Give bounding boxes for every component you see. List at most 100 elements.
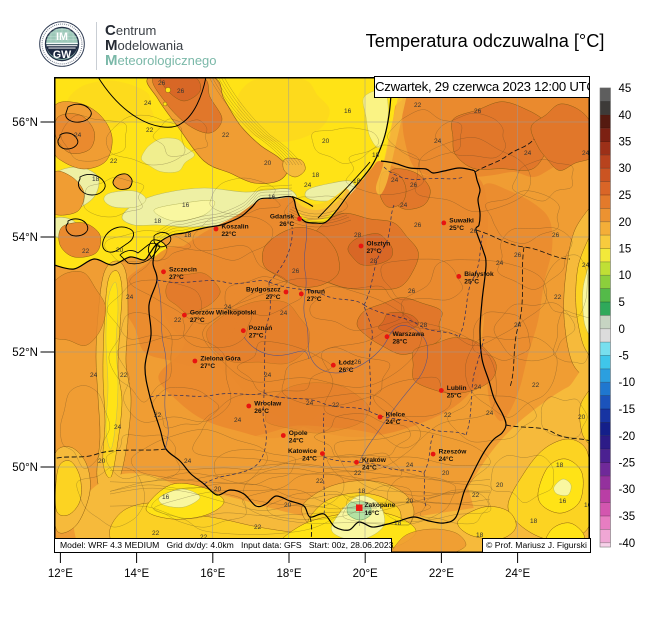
svg-text:-15: -15: [619, 404, 636, 416]
svg-text:26: 26: [552, 232, 560, 239]
svg-text:24: 24: [486, 410, 494, 417]
svg-text:22: 22: [532, 382, 540, 389]
svg-text:24: 24: [74, 132, 82, 139]
svg-text:22°C: 22°C: [222, 230, 237, 238]
svg-text:20: 20: [619, 217, 632, 229]
svg-text:24: 24: [524, 150, 532, 157]
svg-text:Opole: Opole: [289, 430, 308, 437]
svg-text:22: 22: [444, 412, 452, 419]
svg-text:14°E: 14°E: [124, 568, 149, 580]
svg-text:27°C: 27°C: [190, 316, 205, 324]
svg-text:26: 26: [158, 80, 166, 87]
svg-text:28: 28: [370, 258, 378, 265]
svg-text:54°N: 54°N: [12, 232, 38, 244]
svg-text:16: 16: [182, 202, 190, 209]
svg-text:20: 20: [578, 414, 586, 421]
svg-text:24: 24: [144, 100, 152, 107]
svg-text:Zielona Góra: Zielona Góra: [200, 356, 241, 363]
svg-text:28°C: 28°C: [393, 338, 408, 346]
svg-text:Kielce: Kielce: [386, 412, 406, 419]
svg-text:24: 24: [234, 417, 242, 424]
svg-text:18: 18: [184, 232, 192, 239]
svg-text:22: 22: [472, 492, 480, 499]
svg-text:20: 20: [442, 470, 450, 477]
svg-text:24°C: 24°C: [289, 437, 304, 445]
svg-text:16: 16: [559, 498, 567, 505]
svg-text:Rzeszów: Rzeszów: [439, 449, 468, 456]
svg-text:16°C: 16°C: [365, 509, 380, 517]
svg-text:16°E: 16°E: [200, 568, 225, 580]
svg-text:22: 22: [222, 132, 230, 139]
svg-text:Gorzów Wielkopolski: Gorzów Wielkopolski: [190, 310, 256, 317]
svg-text:22: 22: [174, 317, 182, 324]
svg-text:24: 24: [280, 310, 288, 317]
svg-text:27°C: 27°C: [307, 295, 322, 303]
svg-text:22: 22: [554, 294, 562, 301]
svg-text:20: 20: [406, 498, 414, 505]
svg-text:5: 5: [619, 297, 625, 309]
svg-text:20: 20: [264, 160, 272, 167]
svg-text:24: 24: [582, 262, 590, 269]
svg-text:-30: -30: [619, 484, 636, 496]
svg-text:IM: IM: [56, 31, 68, 43]
svg-text:15: 15: [619, 244, 632, 256]
svg-text:20°E: 20°E: [353, 568, 378, 580]
svg-text:24: 24: [400, 202, 408, 209]
svg-text:22: 22: [152, 530, 160, 537]
svg-text:18: 18: [358, 488, 366, 495]
svg-text:GW: GW: [53, 49, 72, 61]
svg-text:24: 24: [582, 150, 590, 157]
svg-text:18: 18: [530, 518, 538, 525]
svg-text:50°N: 50°N: [12, 462, 38, 474]
svg-text:26°C: 26°C: [254, 407, 269, 415]
svg-text:27°C: 27°C: [249, 332, 264, 340]
svg-text:22: 22: [414, 102, 422, 109]
svg-text:20: 20: [322, 138, 330, 145]
svg-text:20: 20: [214, 486, 222, 493]
svg-text:24: 24: [126, 294, 134, 301]
svg-text:18: 18: [476, 532, 484, 539]
svg-text:16: 16: [344, 108, 352, 115]
svg-text:20: 20: [116, 247, 124, 254]
svg-text:52°N: 52°N: [12, 347, 38, 359]
svg-text:22: 22: [316, 478, 324, 485]
svg-text:26: 26: [177, 88, 185, 95]
svg-text:22: 22: [200, 534, 208, 541]
svg-text:18: 18: [353, 178, 361, 185]
svg-text:25°C: 25°C: [449, 224, 464, 232]
svg-text:22: 22: [110, 158, 118, 165]
svg-text:24: 24: [514, 322, 522, 329]
svg-text:24: 24: [224, 304, 232, 311]
svg-text:25°C: 25°C: [464, 277, 479, 285]
svg-text:0: 0: [619, 324, 625, 336]
svg-text:Kraków: Kraków: [362, 457, 387, 464]
svg-text:16: 16: [268, 194, 276, 201]
svg-text:28: 28: [420, 322, 428, 329]
svg-text:20: 20: [496, 482, 504, 489]
svg-text:24°C: 24°C: [302, 455, 317, 463]
svg-text:25°C: 25°C: [447, 392, 462, 400]
svg-text:16: 16: [584, 502, 590, 509]
svg-text:Toruń: Toruń: [307, 288, 325, 295]
svg-text:26: 26: [410, 182, 418, 189]
svg-text:20: 20: [284, 502, 292, 509]
svg-text:Lublin: Lublin: [447, 385, 467, 392]
svg-text:24: 24: [264, 372, 272, 379]
svg-text:Suwałki: Suwałki: [449, 217, 474, 224]
svg-text:Wrocław: Wrocław: [254, 401, 282, 408]
svg-text:26: 26: [414, 222, 422, 229]
svg-text:18: 18: [92, 176, 100, 183]
svg-text:24: 24: [90, 372, 98, 379]
svg-text:18: 18: [312, 172, 320, 179]
svg-text:Łódź: Łódź: [339, 360, 355, 367]
svg-text:24: 24: [496, 260, 504, 267]
svg-text:-40: -40: [619, 538, 636, 550]
svg-text:18: 18: [394, 520, 402, 527]
svg-text:26: 26: [514, 252, 522, 259]
svg-text:24°C: 24°C: [362, 463, 377, 471]
svg-text:24: 24: [114, 424, 122, 431]
svg-text:16: 16: [162, 494, 170, 501]
svg-text:Bydgoszcz: Bydgoszcz: [246, 287, 281, 294]
svg-text:26: 26: [474, 108, 482, 115]
svg-text:26°C: 26°C: [339, 366, 354, 374]
